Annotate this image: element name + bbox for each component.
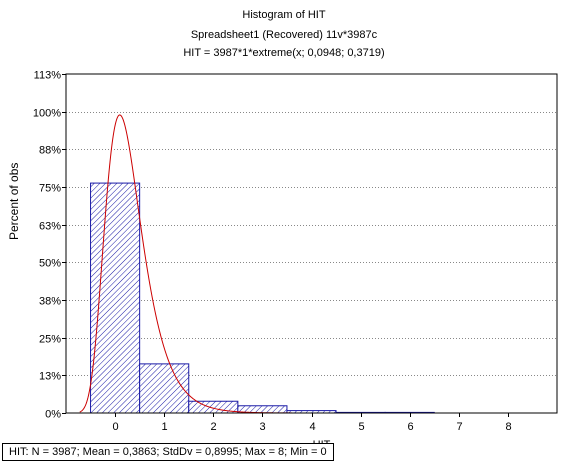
x-tick-label: 2 — [210, 421, 216, 433]
status-bar: HIT: N = 3987; Mean = 0,3863; StdDv = 0,… — [2, 443, 334, 461]
y-axis-label: Percent of obs — [7, 162, 21, 240]
x-tick-label: 0 — [112, 421, 118, 433]
x-tick-label: 6 — [407, 421, 413, 433]
histogram-bar — [90, 182, 141, 414]
y-tick-label: 88% — [39, 145, 61, 157]
fit-formula: HIT = 3987*1*extreme(x; 0,0948; 0,3719) — [183, 47, 385, 59]
x-tick-label: 7 — [456, 421, 462, 433]
y-tick-label: 50% — [39, 258, 61, 270]
y-tick-label: 100% — [33, 108, 61, 120]
y-tick-label: 38% — [39, 296, 61, 308]
histogram-bar — [139, 363, 190, 414]
x-tick-label: 3 — [259, 421, 265, 433]
y-tick-label: 13% — [39, 371, 61, 383]
x-tick-label: 5 — [358, 421, 364, 433]
plot-frame — [65, 73, 558, 414]
x-tick-label: 1 — [161, 421, 167, 433]
y-tick-label: 113% — [34, 70, 62, 82]
x-tick-label: 4 — [309, 421, 315, 433]
chart-title: Histogram of HIT — [242, 9, 326, 21]
chart-subtitle: Spreadsheet1 (Recovered) 11v*3987c — [190, 29, 378, 41]
y-tick-label: 25% — [39, 334, 61, 346]
y-tick-label: 75% — [39, 183, 61, 195]
y-tick-label: 63% — [39, 221, 61, 233]
y-tick-label: 0% — [45, 409, 61, 421]
x-tick-label: 8 — [505, 421, 511, 433]
